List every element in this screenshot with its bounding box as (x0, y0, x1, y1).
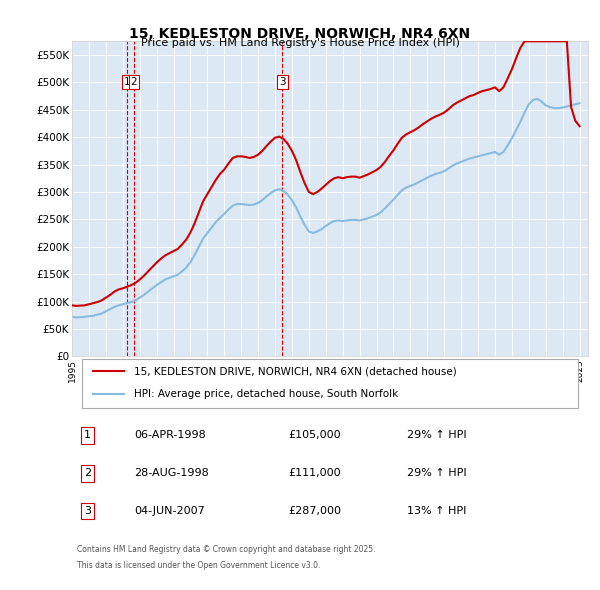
Text: £111,000: £111,000 (289, 468, 341, 478)
Text: 29% ↑ HPI: 29% ↑ HPI (407, 431, 467, 441)
Text: 15, KEDLESTON DRIVE, NORWICH, NR4 6XN: 15, KEDLESTON DRIVE, NORWICH, NR4 6XN (130, 27, 470, 41)
Text: 1: 1 (84, 431, 91, 441)
Text: 3: 3 (84, 506, 91, 516)
Text: 29% ↑ HPI: 29% ↑ HPI (407, 468, 467, 478)
Text: 13% ↑ HPI: 13% ↑ HPI (407, 506, 467, 516)
FancyBboxPatch shape (82, 359, 578, 408)
Text: £287,000: £287,000 (289, 506, 342, 516)
Text: 2: 2 (131, 77, 137, 87)
Text: 3: 3 (279, 77, 286, 87)
Text: 28-AUG-1998: 28-AUG-1998 (134, 468, 209, 478)
Text: £105,000: £105,000 (289, 431, 341, 441)
Text: 04-JUN-2007: 04-JUN-2007 (134, 506, 205, 516)
Text: Price paid vs. HM Land Registry's House Price Index (HPI): Price paid vs. HM Land Registry's House … (140, 38, 460, 48)
Text: This data is licensed under the Open Government Licence v3.0.: This data is licensed under the Open Gov… (77, 562, 320, 571)
Text: 06-APR-1998: 06-APR-1998 (134, 431, 206, 441)
Text: HPI: Average price, detached house, South Norfolk: HPI: Average price, detached house, Sout… (134, 389, 398, 399)
Text: Contains HM Land Registry data © Crown copyright and database right 2025.: Contains HM Land Registry data © Crown c… (77, 545, 376, 554)
Text: 15, KEDLESTON DRIVE, NORWICH, NR4 6XN (detached house): 15, KEDLESTON DRIVE, NORWICH, NR4 6XN (d… (134, 366, 457, 376)
Text: 1: 1 (124, 77, 131, 87)
Text: 2: 2 (84, 468, 91, 478)
